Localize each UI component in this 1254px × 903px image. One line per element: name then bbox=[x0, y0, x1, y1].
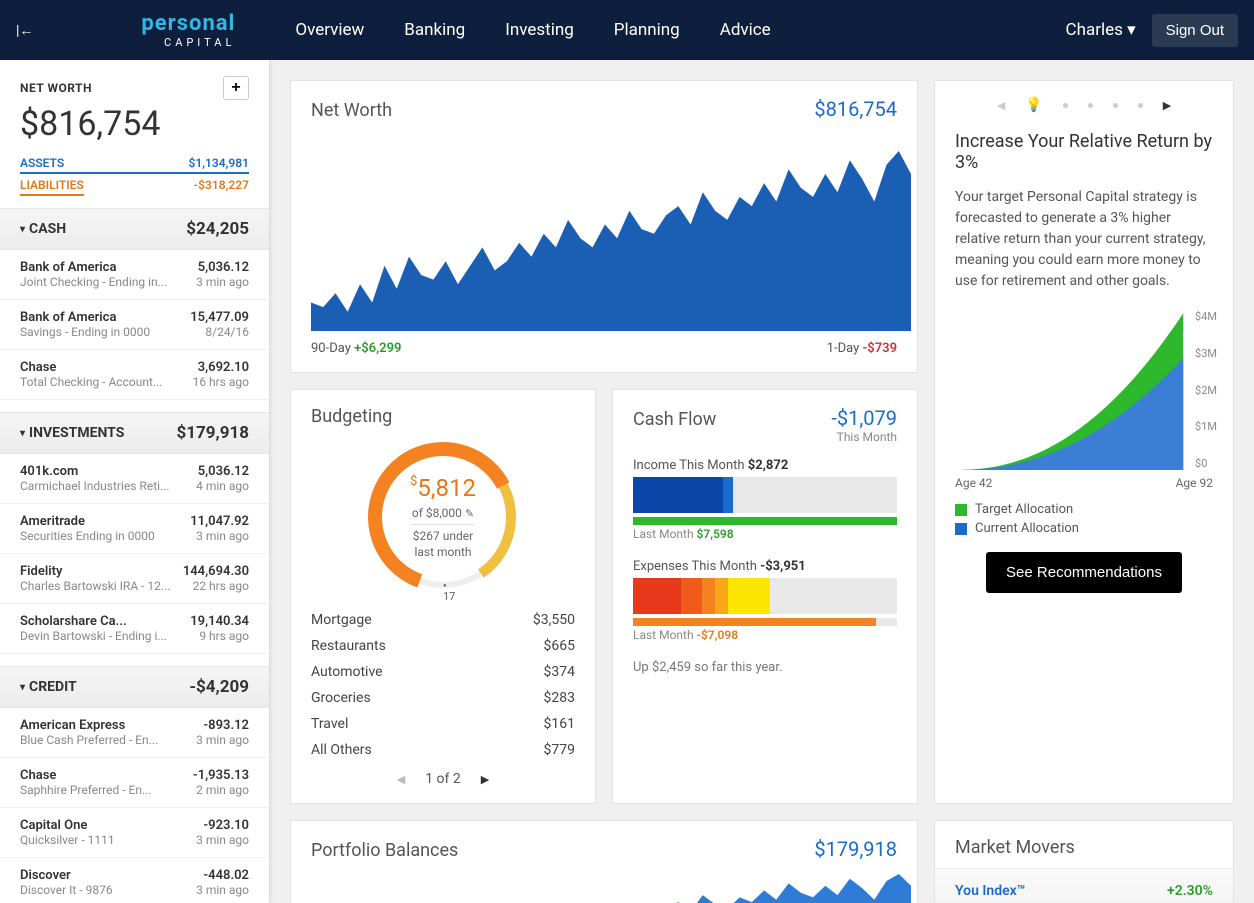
logo-text-top: personal bbox=[141, 11, 235, 36]
account-row[interactable]: American ExpressBlue Cash Preferred - En… bbox=[0, 708, 269, 758]
nav-overview[interactable]: Overview bbox=[295, 20, 364, 40]
main-content: Net Worth $816,754 90-Day +$6,299 1-Day … bbox=[270, 60, 1254, 903]
budget-category-row[interactable]: Automotive$374 bbox=[311, 659, 575, 685]
budget-category-row[interactable]: Mortgage$3,550 bbox=[311, 607, 575, 633]
income-last-bar bbox=[633, 517, 897, 525]
movers-title: Market Movers bbox=[935, 837, 1233, 858]
pager-next-icon[interactable]: ▶ bbox=[481, 773, 489, 786]
liabilities-value: -$318,227 bbox=[194, 178, 249, 196]
collapse-sidebar-icon[interactable]: |← bbox=[16, 22, 33, 39]
income-label: Income This Month $2,872 bbox=[633, 458, 897, 473]
legend-item: Current Allocation bbox=[955, 521, 1213, 536]
assets-label: ASSETS bbox=[20, 156, 64, 170]
pager-label: 1 of 2 bbox=[425, 771, 461, 787]
nav-planning[interactable]: Planning bbox=[614, 20, 680, 40]
bulb-icon: 💡 bbox=[1025, 97, 1042, 113]
networth-amount: $816,754 bbox=[814, 97, 897, 121]
account-row[interactable]: AmeritradeSecurities Ending in 000011,04… bbox=[0, 504, 269, 554]
advice-x-end: Age 92 bbox=[1176, 476, 1213, 490]
account-row[interactable]: ChaseSaphhire Preferred - En...-1,935.13… bbox=[0, 758, 269, 808]
account-row[interactable]: ChaseTotal Checking - Account...3,692.10… bbox=[0, 350, 269, 400]
add-account-button[interactable]: + bbox=[223, 76, 249, 100]
advice-x-start: Age 42 bbox=[955, 476, 992, 490]
income-bar bbox=[633, 477, 897, 513]
budget-category-row[interactable]: Restaurants$665 bbox=[311, 633, 575, 659]
account-row[interactable]: 401k.comCarmichael Industries Reti...5,0… bbox=[0, 454, 269, 504]
logo-text-bottom: CAPITAL bbox=[141, 36, 235, 49]
nav-investing[interactable]: Investing bbox=[505, 20, 574, 40]
section-head-cash[interactable]: ▾ CASH$24,205 bbox=[0, 208, 269, 250]
account-row[interactable]: Bank of AmericaJoint Checking - Ending i… bbox=[0, 250, 269, 300]
logo[interactable]: personal CAPITAL bbox=[141, 11, 235, 49]
income-last-label: Last Month $7,598 bbox=[633, 527, 897, 541]
advice-pager-dots[interactable]: ◀ 💡 ▶ bbox=[955, 97, 1213, 113]
budgeting-card: Budgeting $5,812 of $8,000✎ $267 underla… bbox=[290, 389, 596, 804]
expense-label: Expenses This Month -$3,951 bbox=[633, 559, 897, 574]
networth-chart bbox=[311, 131, 911, 331]
legend-item: Target Allocation bbox=[955, 502, 1213, 517]
cashflow-card: Cash Flow -$1,079 This Month Income This… bbox=[612, 389, 918, 804]
portfolio-amount: $179,918 bbox=[814, 837, 897, 861]
networth-1day: 1-Day -$739 bbox=[827, 341, 897, 356]
portfolio-card: Portfolio Balances $179,918 bbox=[290, 820, 918, 903]
networth-90day: 90-Day +$6,299 bbox=[311, 341, 401, 356]
account-row[interactable]: Scholarshare Ca...Devin Bartowski - Endi… bbox=[0, 604, 269, 654]
budgeting-title: Budgeting bbox=[311, 406, 575, 427]
budget-category-row[interactable]: All Others$779 bbox=[311, 737, 575, 763]
account-row[interactable]: FidelityCharles Bartowski IRA - 12...144… bbox=[0, 554, 269, 604]
advice-card: ◀ 💡 ▶ Increase Your Relative Return by 3… bbox=[934, 80, 1234, 804]
net-worth-label: NET WORTH bbox=[20, 81, 92, 95]
assets-row[interactable]: ASSETS $1,134,981 bbox=[20, 152, 249, 174]
advice-text: Your target Personal Capital strategy is… bbox=[955, 187, 1213, 292]
section-head-investments[interactable]: ▾ INVESTMENTS$179,918 bbox=[0, 412, 269, 454]
cashflow-title: Cash Flow bbox=[633, 409, 716, 430]
cashflow-footer: Up $2,459 so far this year. bbox=[633, 660, 897, 675]
user-menu[interactable]: Charles ▾ bbox=[1066, 20, 1136, 40]
portfolio-title: Portfolio Balances bbox=[311, 840, 458, 861]
advice-title: Increase Your Relative Return by 3% bbox=[955, 131, 1213, 173]
budget-donut: $5,812 of $8,000✎ $267 underlast month ●… bbox=[363, 437, 523, 597]
cashflow-sub: This Month bbox=[633, 430, 897, 444]
portfolio-chart bbox=[311, 869, 911, 903]
budget-category-row[interactable]: Groceries$283 bbox=[311, 685, 575, 711]
account-row[interactable]: Capital OneQuicksilver - 1111-923.103 mi… bbox=[0, 808, 269, 858]
budget-pager: ◀ 1 of 2 ▶ bbox=[311, 771, 575, 787]
advice-chart: $4M $3M $2M $1M $0 bbox=[955, 310, 1213, 470]
net-worth-header: NET WORTH + $816,754 bbox=[0, 60, 269, 152]
assets-value: $1,134,981 bbox=[189, 156, 249, 170]
account-row[interactable]: DiscoverDiscover It - 9876-448.023 min a… bbox=[0, 858, 269, 903]
nav-advice[interactable]: Advice bbox=[720, 20, 771, 40]
budget-category-row[interactable]: Travel$161 bbox=[311, 711, 575, 737]
pager-prev-icon[interactable]: ◀ bbox=[397, 773, 405, 786]
net-worth-card: Net Worth $816,754 90-Day +$6,299 1-Day … bbox=[290, 80, 918, 373]
market-movers-card: Market Movers You Index™+2.30%S&P 500+1.… bbox=[934, 820, 1234, 903]
networth-title: Net Worth bbox=[311, 100, 392, 121]
cashflow-amount: -$1,079 bbox=[831, 406, 897, 430]
nav-banking[interactable]: Banking bbox=[404, 20, 465, 40]
mover-row[interactable]: You Index™+2.30% bbox=[935, 868, 1233, 903]
liabilities-label[interactable]: LIABILITIES bbox=[20, 178, 84, 196]
net-worth-amount: $816,754 bbox=[20, 104, 249, 144]
pencil-icon[interactable]: ✎ bbox=[465, 507, 474, 520]
expense-last-label: Last Month -$7,098 bbox=[633, 628, 897, 642]
expense-last-bar bbox=[633, 618, 897, 626]
section-head-credit[interactable]: ▾ CREDIT-$4,209 bbox=[0, 666, 269, 708]
nav-links: Overview Banking Investing Planning Advi… bbox=[295, 20, 1065, 40]
expense-bar bbox=[633, 578, 897, 614]
top-nav: |← personal CAPITAL Overview Banking Inv… bbox=[0, 0, 1254, 60]
sidebar: NET WORTH + $816,754 ASSETS $1,134,981 L… bbox=[0, 60, 270, 903]
account-row[interactable]: Bank of AmericaSavings - Ending in 00001… bbox=[0, 300, 269, 350]
see-recommendations-button[interactable]: See Recommendations bbox=[986, 552, 1182, 593]
signout-button[interactable]: Sign Out bbox=[1152, 14, 1238, 47]
